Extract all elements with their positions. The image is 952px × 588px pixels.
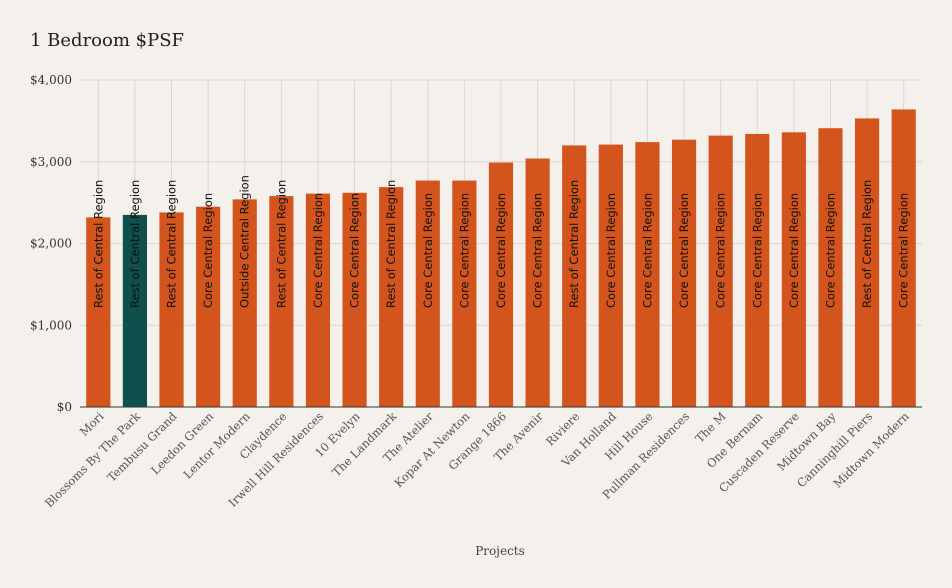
bar (635, 142, 660, 407)
y-tick-label: $4,000 (30, 73, 72, 87)
bar-data-label: Rest of Central Region (567, 180, 581, 308)
bar-data-label: Rest of Central Region (165, 180, 179, 308)
y-tick-label: $1,000 (30, 318, 72, 332)
bar-data-label: Rest of Central Region (128, 180, 142, 308)
chart-title: 1 Bedroom $PSF (30, 30, 185, 51)
bar (305, 193, 331, 407)
bar-data-label: Core Central Region (348, 193, 362, 308)
x-axis-title: Projects (475, 544, 525, 558)
bar (562, 145, 587, 407)
y-tick-label: $0 (57, 400, 72, 414)
x-tick-label: Leedon Green (148, 409, 217, 478)
bar (122, 214, 147, 407)
bar-data-label: Core Central Region (714, 193, 728, 308)
bar (745, 133, 770, 407)
bar (159, 212, 184, 407)
bar-data-label: Core Central Region (457, 193, 471, 308)
bar-data-label: Core Central Region (531, 193, 545, 308)
bar (379, 187, 404, 407)
bar-data-label: Core Central Region (677, 193, 691, 308)
bar-data-label: Core Central Region (640, 193, 654, 308)
bar (818, 128, 843, 408)
bar (269, 196, 294, 407)
bar-data-label: Core Central Region (311, 193, 325, 308)
bar-data-label: Core Central Region (604, 193, 618, 308)
y-tick-label: $2,000 (30, 237, 72, 251)
bar (781, 132, 806, 407)
bar (671, 139, 697, 408)
bar (452, 180, 477, 407)
bar-data-label: Rest of Central Region (860, 180, 874, 308)
bar (525, 158, 550, 407)
bar-data-label: Core Central Region (494, 193, 508, 308)
x-tick-label: The Landmark (329, 408, 400, 479)
bar (415, 180, 440, 407)
bar (86, 217, 111, 407)
bar-data-label: Rest of Central Region (91, 180, 105, 308)
y-tick-label: $3,000 (30, 155, 72, 169)
bar-data-label: Core Central Region (897, 193, 911, 308)
bar-data-label: Rest of Central Region (274, 180, 288, 308)
bar (708, 135, 733, 407)
bar (855, 118, 880, 408)
bar-data-label: Core Central Region (823, 193, 837, 308)
bar-data-label: Core Central Region (750, 193, 764, 308)
bar (598, 144, 623, 407)
bar (342, 192, 367, 407)
bar-data-label: Core Central Region (201, 193, 215, 308)
bar (232, 199, 257, 407)
bar-data-label: Rest of Central Region (384, 180, 398, 308)
bar (488, 162, 514, 407)
bar (891, 109, 916, 408)
bar (196, 206, 221, 407)
bar-data-label: Core Central Region (787, 193, 801, 308)
bar-data-label: Outside Central Region (238, 175, 252, 308)
bar-data-label: Core Central Region (421, 193, 435, 308)
x-tick-label: Mori (77, 409, 107, 439)
